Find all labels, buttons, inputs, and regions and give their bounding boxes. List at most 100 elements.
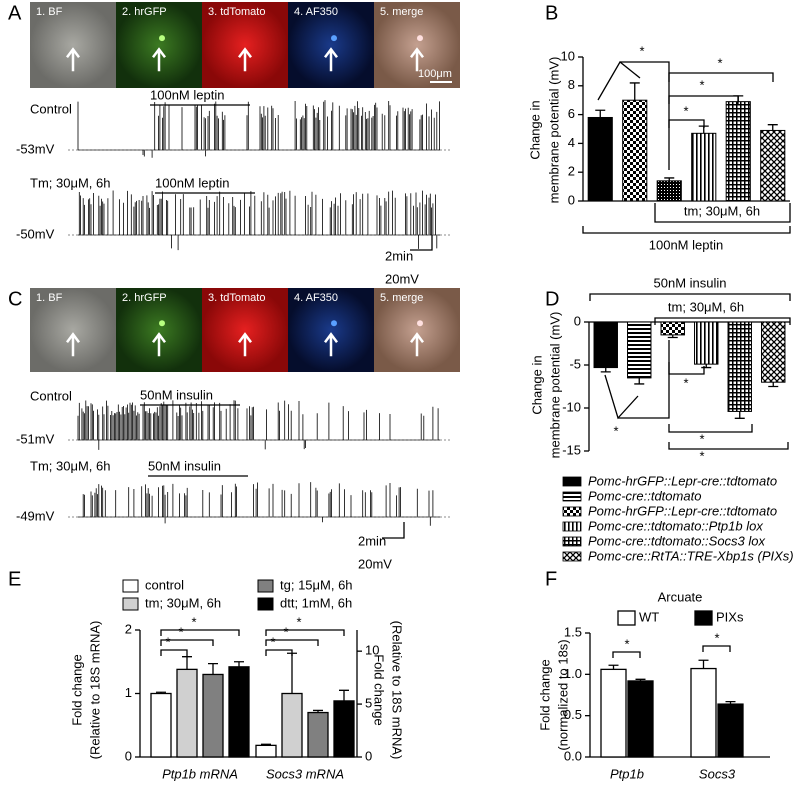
bracket <box>668 442 789 450</box>
error-bar <box>664 177 675 181</box>
voltage-scale: 20mV <box>358 556 392 571</box>
error-bar <box>313 709 323 713</box>
bar <box>717 703 744 758</box>
y-tick-label: 2 <box>125 621 132 636</box>
baseline-label: -53mV <box>16 141 55 156</box>
stimulus-label: 100nM leptin <box>649 237 723 252</box>
baseline-label: -51mV <box>16 431 55 446</box>
legend-swatch <box>562 551 582 562</box>
y-tick-label: 1.5 <box>564 624 582 639</box>
arrow <box>152 332 166 357</box>
legend-swatch <box>257 597 274 611</box>
tile-label: 4. AF350 <box>294 292 338 304</box>
micrograph <box>116 2 202 88</box>
bar <box>593 321 618 369</box>
bar <box>333 700 355 758</box>
bar <box>660 321 685 336</box>
bar <box>587 116 613 202</box>
y-tick-label: 1 <box>125 685 132 700</box>
significance: * <box>283 624 288 639</box>
y-tick-label: 10 <box>365 643 379 658</box>
bracket <box>265 639 319 646</box>
bracket <box>604 374 639 420</box>
tile-label: 5. merge <box>380 292 423 304</box>
y-tick-label: 0 <box>568 192 575 207</box>
y-tick-label: 8 <box>568 77 575 92</box>
significance: * <box>624 636 629 651</box>
legend-label: Pomc-cre::tdtomato::Socs3 lox <box>588 533 766 548</box>
legend-label: tg; 15μM, 6h <box>280 577 353 592</box>
y2-axis-label: Fold change <box>372 654 387 726</box>
error-bar <box>768 382 779 388</box>
micrograph <box>116 288 202 372</box>
y-tick-label: -5 <box>569 356 581 371</box>
voltage-trace <box>77 100 440 158</box>
scale-bar <box>382 522 405 539</box>
arrow <box>410 47 424 72</box>
bar <box>307 711 329 758</box>
treatment: 50nM insulin <box>148 458 221 473</box>
legend-label: control <box>145 577 184 592</box>
bar <box>622 99 648 202</box>
significance: * <box>683 103 688 118</box>
scale-bar <box>410 235 433 251</box>
significance: * <box>717 55 722 70</box>
y-axis-label: Change in <box>529 355 544 414</box>
legend-swatch <box>257 579 274 593</box>
bracket <box>589 293 791 301</box>
significance: * <box>699 77 704 92</box>
tile-label: 3. tdTomato <box>208 292 265 304</box>
bracket <box>265 649 293 656</box>
legend-label: Pomc-cre::RtTA::TRE-Xbp1s (PIXs) <box>588 548 794 563</box>
y-tick-label: 0.0 <box>564 748 582 763</box>
condition: Tm; 30μM, 6h <box>30 458 110 473</box>
error-bar <box>635 678 646 681</box>
bracket <box>160 639 214 646</box>
y-tick-label: 10 <box>561 48 575 63</box>
panel-label: C <box>8 288 22 310</box>
panel-label: D <box>545 288 559 310</box>
y-tick-label: -10 <box>562 399 581 414</box>
y-axis-label: Change in <box>527 100 542 159</box>
error-bar <box>234 661 244 667</box>
cell-signal <box>159 35 165 42</box>
bar <box>281 692 303 758</box>
bracket <box>160 649 188 656</box>
condition: Control <box>30 388 72 403</box>
bar <box>690 667 717 758</box>
y-tick-label: 0 <box>125 748 132 763</box>
significance: * <box>683 375 688 390</box>
legend-label: PIXs <box>716 609 744 624</box>
bar <box>150 692 172 758</box>
error-bar <box>339 689 349 701</box>
y-tick-label: -15 <box>562 442 581 457</box>
tile-label: 3. tdTomato <box>208 6 265 18</box>
micrograph <box>288 2 374 88</box>
cell-signal <box>417 35 423 42</box>
y-tick-label: 6 <box>568 106 575 121</box>
arrow <box>238 47 252 72</box>
voltage-trace <box>78 190 440 251</box>
time-scale: 2min <box>358 533 386 548</box>
bracket <box>582 226 791 234</box>
y-axis-label: (Relative to 18S mRNA) <box>87 621 102 760</box>
cell-signal <box>417 320 423 327</box>
bar <box>761 321 786 383</box>
micrograph <box>30 288 116 372</box>
error-bar <box>629 82 640 101</box>
x-tick-label: Socs3 <box>699 766 736 781</box>
y-axis-label: Fold change <box>69 654 84 726</box>
legend-swatch <box>694 610 713 626</box>
legend-swatch <box>562 506 582 517</box>
legend-swatch <box>562 476 582 487</box>
x-tick-label: Ptp1b <box>610 766 644 781</box>
arrow <box>324 47 338 72</box>
treatment-label: tm; 30μM, 6h <box>668 299 744 314</box>
treatment-label: tm; 30μM, 6h <box>684 203 760 218</box>
legend-label: Pomc-hrGFP::Lepr-cre::tdtomato <box>588 503 777 518</box>
legend-swatch <box>562 491 582 502</box>
error-bar <box>595 109 606 118</box>
bracket <box>702 645 731 652</box>
error-bar <box>600 367 611 373</box>
error-bar <box>156 691 166 694</box>
